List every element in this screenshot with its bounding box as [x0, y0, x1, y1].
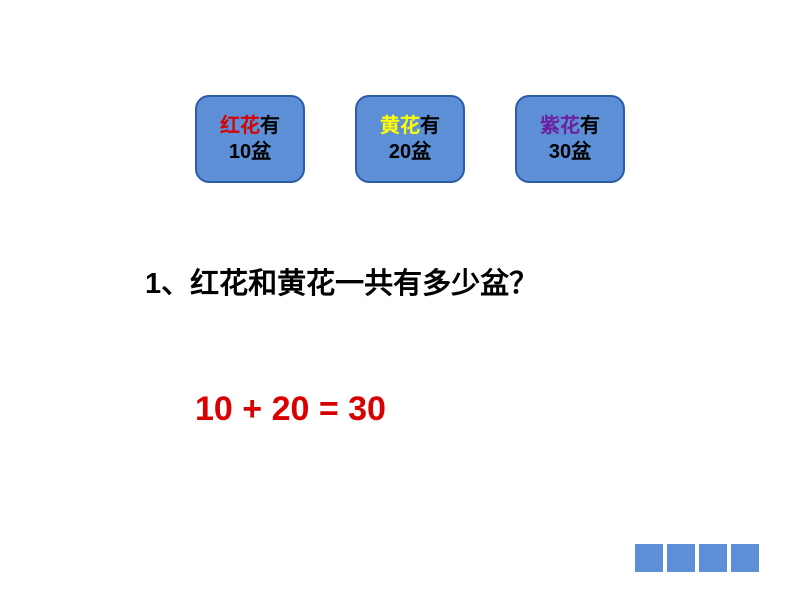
question-body: 红花和黄花一共有多少盆？ — [190, 268, 538, 300]
box-line1: 黄花 有 — [380, 113, 440, 139]
equation-equals: = — [309, 390, 348, 428]
count-text: 10盆 — [229, 139, 271, 165]
info-boxes-container: 红花 有 10盆 黄花 有 20盆 紫花 有 30盆 — [195, 95, 625, 183]
nav-square[interactable] — [731, 544, 759, 572]
box-line1: 紫花 有 — [540, 113, 600, 139]
info-box-purple: 紫花 有 30盆 — [515, 95, 625, 183]
flower-name: 紫花 — [540, 113, 580, 139]
info-box-yellow: 黄花 有 20盆 — [355, 95, 465, 183]
info-box-red: 红花 有 10盆 — [195, 95, 305, 183]
nav-square[interactable] — [635, 544, 663, 572]
count-text: 30盆 — [549, 139, 591, 165]
nav-square[interactable] — [667, 544, 695, 572]
nav-square[interactable] — [699, 544, 727, 572]
equation-left: 10 + 20 — [195, 390, 309, 428]
equation: 10 + 20 = 30 — [195, 390, 386, 429]
flower-name: 红花 — [220, 113, 260, 139]
equation-right: 30 — [348, 390, 386, 428]
flower-name: 黄花 — [380, 113, 420, 139]
count-text: 20盆 — [389, 139, 431, 165]
box-line1: 红花 有 — [220, 113, 280, 139]
question-text: 1、红花和黄花一共有多少盆？ — [145, 260, 538, 302]
has-text: 有 — [420, 113, 440, 139]
has-text: 有 — [260, 113, 280, 139]
nav-squares — [635, 544, 759, 572]
question-number: 1、 — [145, 268, 190, 300]
has-text: 有 — [580, 113, 600, 139]
